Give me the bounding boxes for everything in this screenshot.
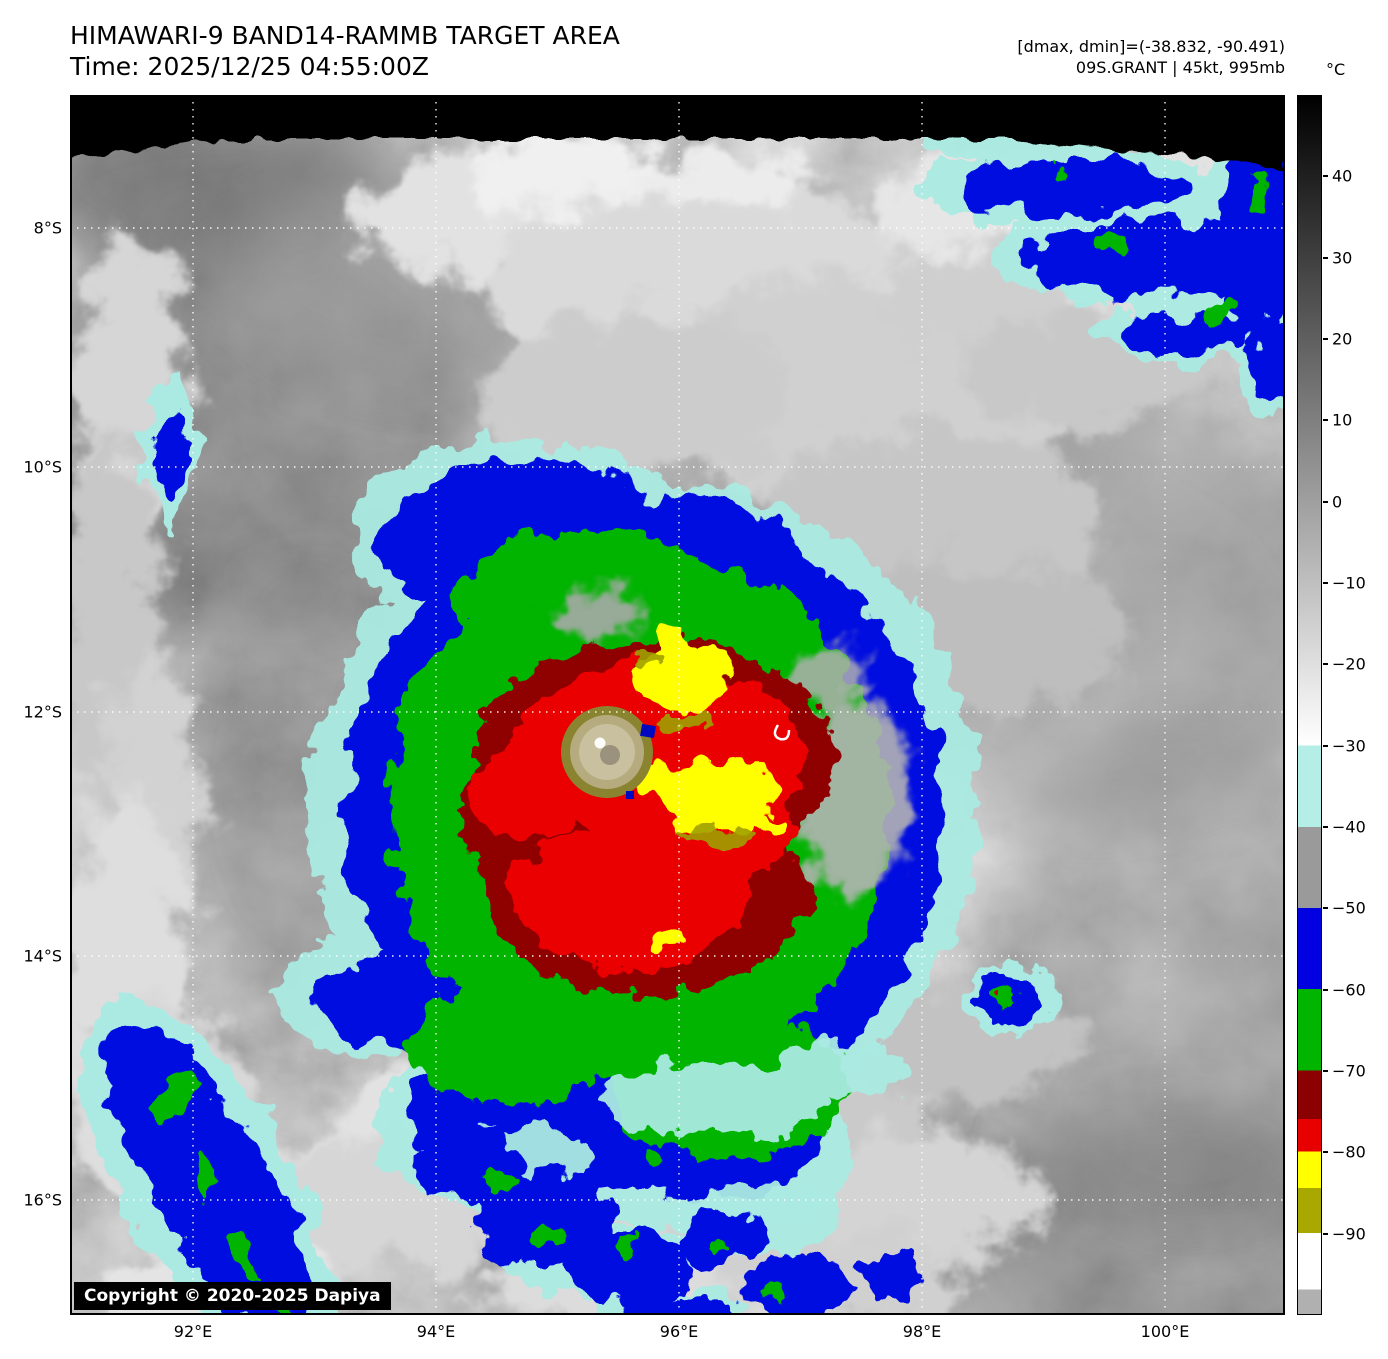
satellite-image bbox=[70, 95, 1285, 1315]
colorbar-tick-label: 20 bbox=[1332, 329, 1353, 349]
storm-info: 09S.GRANT | 45kt, 995mb bbox=[1075, 58, 1285, 77]
colorbar-tick-label: −40 bbox=[1332, 817, 1366, 837]
axes-frame bbox=[70, 95, 1285, 1315]
colorbar-tick bbox=[1323, 1151, 1328, 1153]
colorbar-tick-label: 10 bbox=[1332, 410, 1353, 430]
satellite-map: Copyright © 2020-2025 Dapiya bbox=[70, 95, 1285, 1315]
colorbar bbox=[1297, 95, 1322, 1315]
isolated-cold-cell bbox=[962, 964, 1058, 1036]
colorbar-tick-label: 30 bbox=[1332, 248, 1353, 268]
colorbar-tick-label: −80 bbox=[1332, 1142, 1366, 1162]
colorbar-unit-label: °C bbox=[1326, 60, 1346, 79]
colorbar-tick bbox=[1323, 501, 1328, 503]
gridlines bbox=[70, 95, 1285, 1315]
colorbar-tick-label: −90 bbox=[1332, 1224, 1366, 1244]
topright-green-specks bbox=[1052, 169, 1272, 322]
timestamp: Time: 2025/12/25 04:55:00Z bbox=[70, 52, 429, 81]
cyclone-olive-accents bbox=[633, 652, 756, 847]
colorbar-tick bbox=[1323, 989, 1328, 991]
colorbar-tick-label: −70 bbox=[1332, 1061, 1366, 1081]
x-tick-label: 100°E bbox=[1140, 1322, 1190, 1341]
south-cold-band-blue bbox=[413, 1123, 922, 1315]
cyclone-yellow-cold-tops bbox=[637, 622, 786, 953]
colorbar-tick bbox=[1323, 1233, 1328, 1235]
colorbar-tick bbox=[1323, 582, 1328, 584]
colorbar-tick bbox=[1323, 1070, 1328, 1072]
y-tick-label: 10°S bbox=[23, 457, 62, 477]
colorbar-tick-label: −50 bbox=[1332, 898, 1366, 918]
x-tick-label: 96°E bbox=[659, 1322, 699, 1341]
scan-edge-black-band bbox=[70, 95, 1285, 167]
y-tick-label: 16°S bbox=[23, 1190, 62, 1210]
white-marker-glyph bbox=[773, 724, 791, 741]
colorbar-tick-label: 0 bbox=[1332, 492, 1343, 512]
south-cold-band-green bbox=[485, 1150, 787, 1302]
colorbar-tick bbox=[1323, 175, 1328, 177]
y-tick-label: 12°S bbox=[23, 702, 62, 722]
colorbar-tick bbox=[1323, 826, 1328, 828]
y-tick-label: 14°S bbox=[23, 946, 62, 966]
dmax-dmin-readout: [dmax, dmin]=(-38.832, -90.491) bbox=[1017, 37, 1285, 56]
southwest-cold-streak bbox=[81, 380, 339, 1315]
colorbar-tick bbox=[1323, 907, 1328, 909]
colorbar-tick-label: −60 bbox=[1332, 980, 1366, 1000]
page-title: HIMAWARI-9 BAND14-RAMMB TARGET AREA bbox=[70, 21, 620, 50]
colorbar-tick bbox=[1323, 257, 1328, 259]
colorbar-tick-label: −10 bbox=[1332, 573, 1366, 593]
copyright-badge: Copyright © 2020-2025 Dapiya bbox=[74, 1282, 391, 1310]
colorbar-tick-label: 40 bbox=[1332, 166, 1353, 186]
colorbar-tick bbox=[1323, 663, 1328, 665]
colorbar-tick-label: −30 bbox=[1332, 736, 1366, 756]
colorbar-tick bbox=[1323, 338, 1328, 340]
eye-feature bbox=[561, 706, 656, 799]
x-tick-label: 94°E bbox=[416, 1322, 456, 1341]
header: HIMAWARI-9 BAND14-RAMMB TARGET AREA Time… bbox=[70, 20, 620, 82]
meta-block: [dmax, dmin]=(-38.832, -90.491) 09S.GRAN… bbox=[1017, 36, 1285, 78]
colorbar-tick bbox=[1323, 745, 1328, 747]
y-tick-label: 8°S bbox=[33, 218, 62, 238]
colorbar-tick bbox=[1323, 419, 1328, 421]
colorbar-tick-label: −20 bbox=[1332, 654, 1366, 674]
x-tick-label: 98°E bbox=[902, 1322, 942, 1341]
x-tick-label: 92°E bbox=[173, 1322, 213, 1341]
